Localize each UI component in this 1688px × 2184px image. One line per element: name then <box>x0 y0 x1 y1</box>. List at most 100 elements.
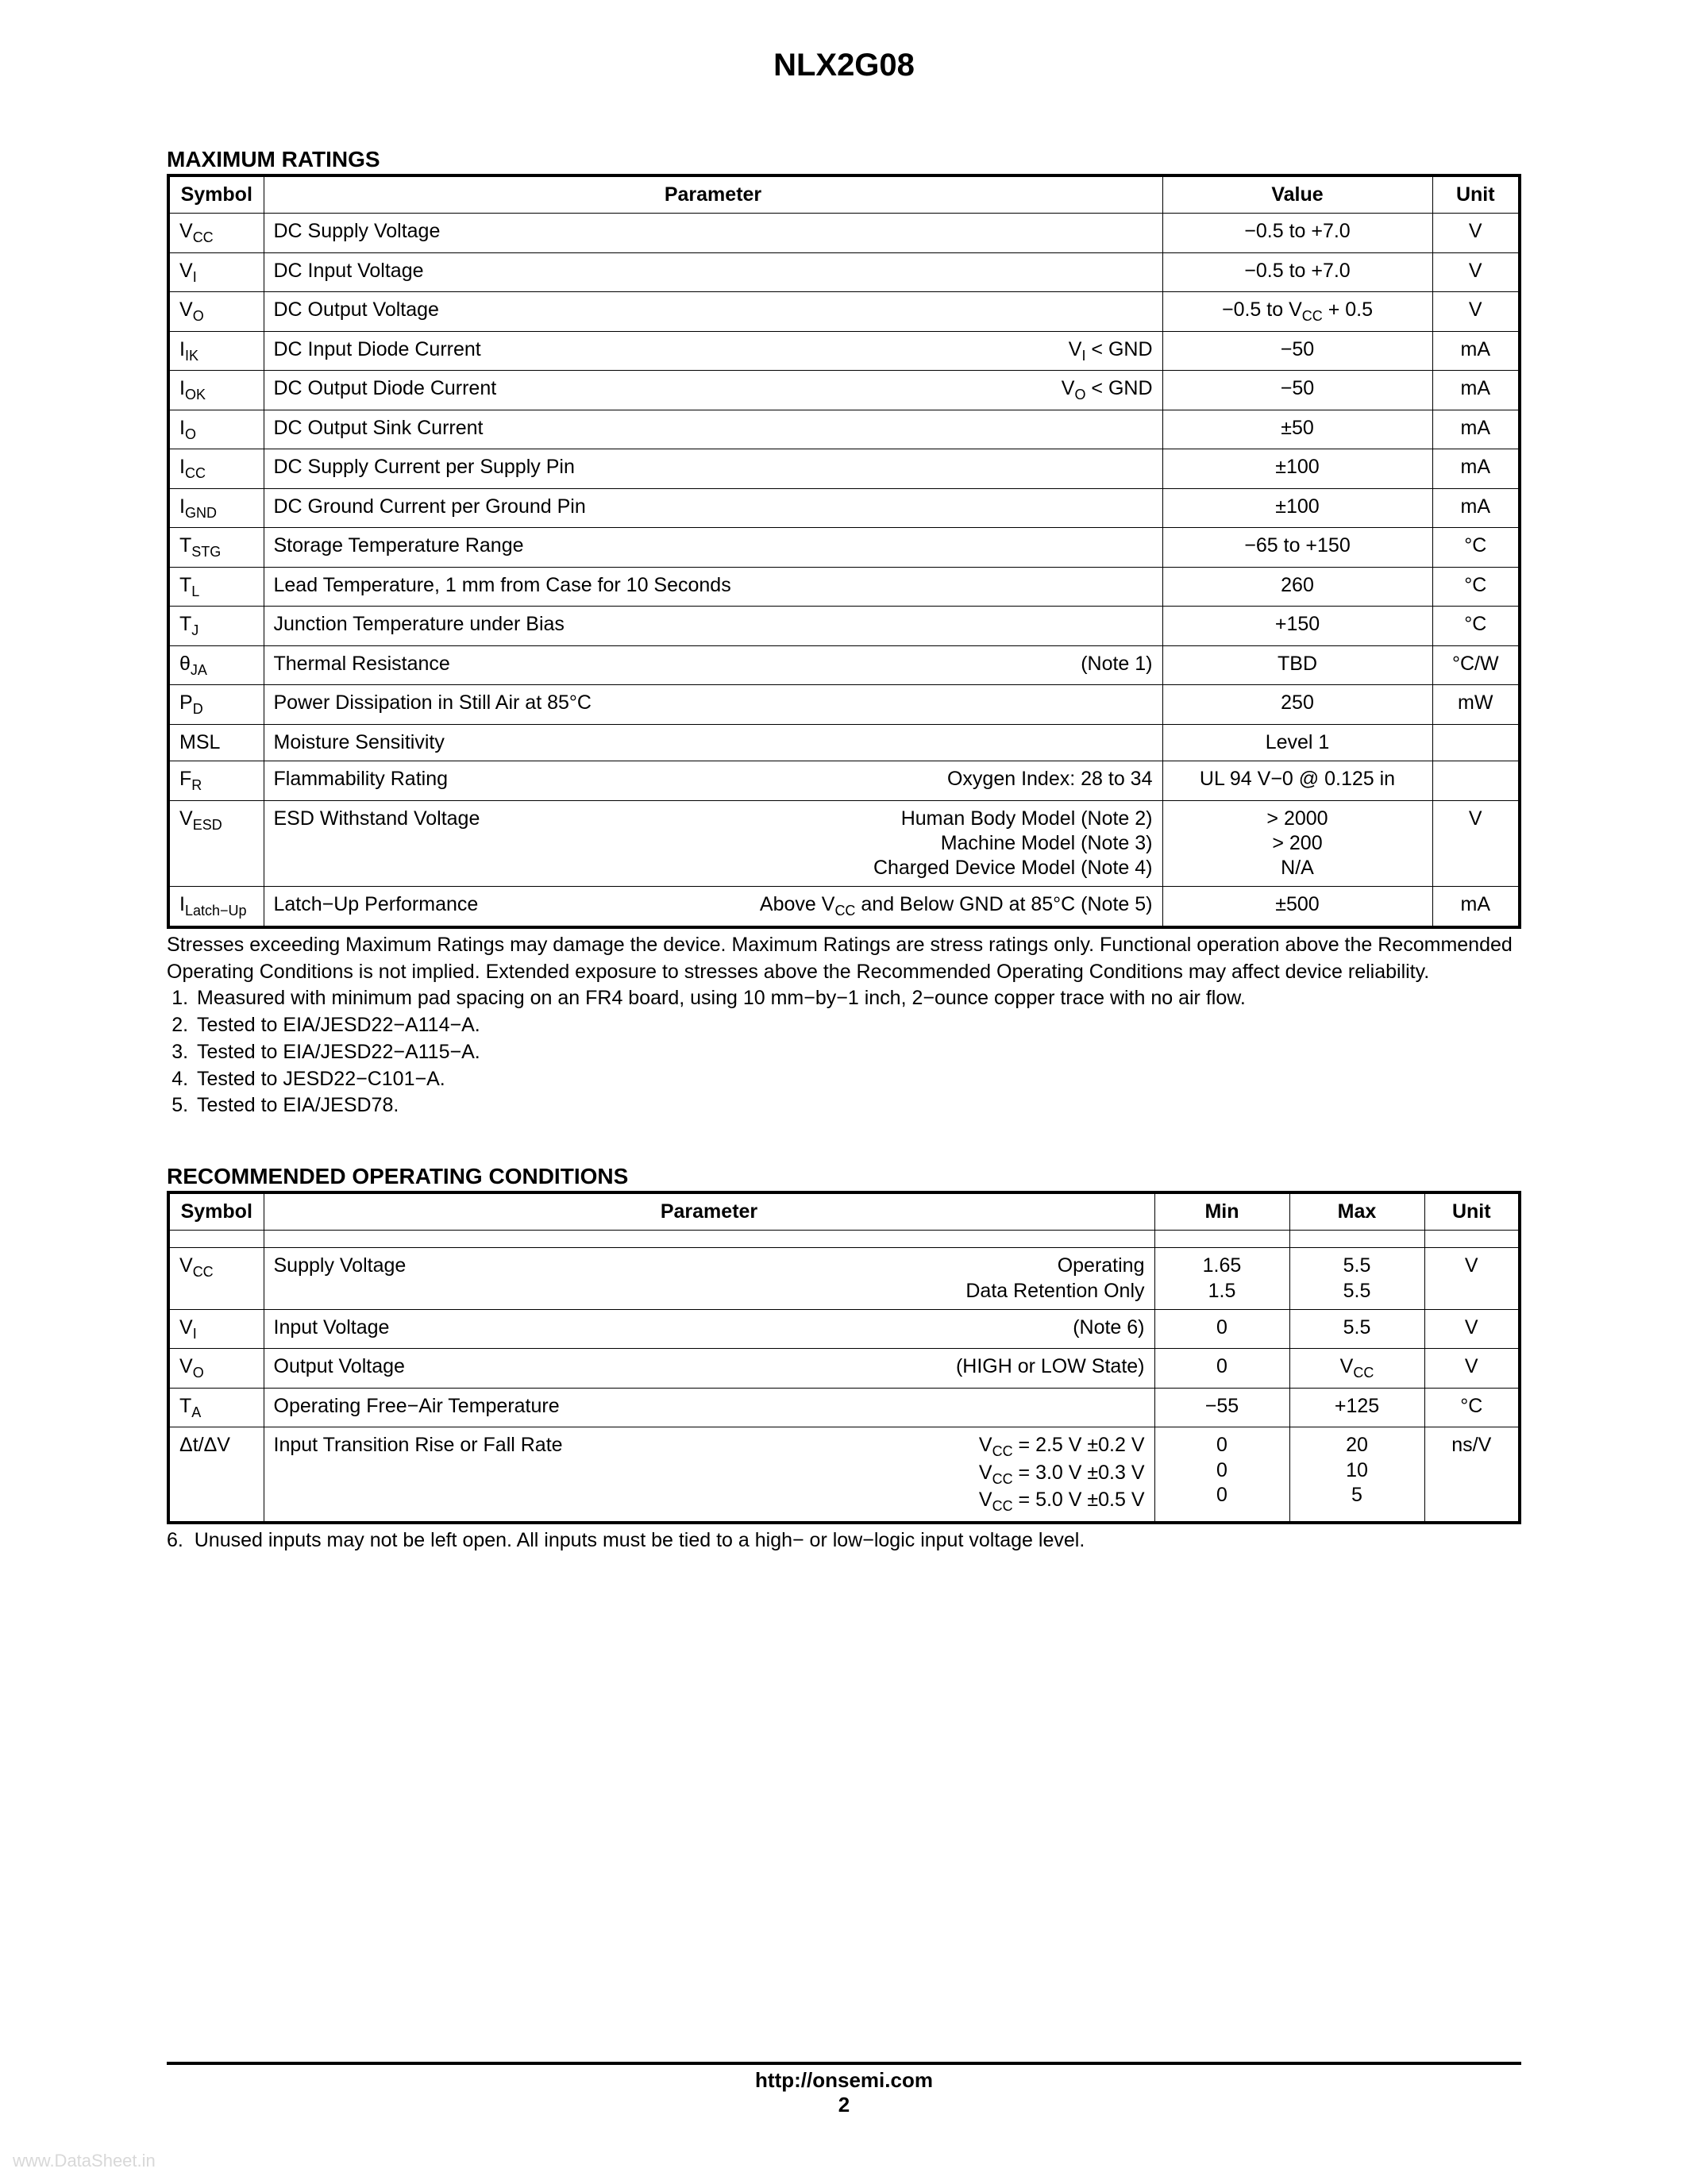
cell-value: +150 <box>1162 607 1432 646</box>
ratings-footnotes: Measured with minimum pad spacing on an … <box>167 985 1521 1119</box>
footer-page-number: 2 <box>167 2093 1521 2117</box>
cell-symbol: VO <box>168 292 264 332</box>
cell-value: TBD <box>1162 645 1432 685</box>
cell-unit: V <box>1432 292 1520 332</box>
cell-unit: mA <box>1432 488 1520 528</box>
cell-unit: V <box>1424 1349 1520 1389</box>
cell-symbol: TA <box>168 1388 264 1427</box>
footnote-item: Measured with minimum pad spacing on an … <box>194 985 1521 1012</box>
table-row: ILatch−UpLatch−Up PerformanceAbove VCC a… <box>168 887 1520 927</box>
cell-min: 1.651.5 <box>1154 1248 1289 1310</box>
cell-symbol: FR <box>168 761 264 801</box>
watermark: www.DataSheet.in <box>13 2151 156 2171</box>
cell-unit: V <box>1424 1309 1520 1349</box>
cell-symbol: VI <box>168 1309 264 1349</box>
cell-parameter: Storage Temperature Range <box>264 528 1162 568</box>
page-footer: http://onsemi.com 2 <box>167 2062 1521 2117</box>
table-row: VODC Output Voltage−0.5 to VCC + 0.5V <box>168 292 1520 332</box>
table-row: TSTGStorage Temperature Range−65 to +150… <box>168 528 1520 568</box>
cell-unit: V <box>1432 214 1520 253</box>
header-min: Min <box>1154 1192 1289 1231</box>
cell-parameter: DC Input Voltage <box>264 252 1162 292</box>
cell-unit <box>1432 761 1520 801</box>
header-symbol: Symbol <box>168 175 264 214</box>
cell-symbol: PD <box>168 685 264 725</box>
cell-unit: °C <box>1432 567 1520 607</box>
cell-parameter: DC Output Voltage <box>264 292 1162 332</box>
cell-parameter: Operating Free−Air Temperature <box>264 1388 1154 1427</box>
cell-unit: V <box>1432 800 1520 887</box>
table-row: MSLMoisture SensitivityLevel 1 <box>168 724 1520 761</box>
header-max: Max <box>1289 1192 1424 1231</box>
cell-value: −0.5 to +7.0 <box>1162 214 1432 253</box>
table-row: IIKDC Input Diode CurrentVI < GND−50mA <box>168 331 1520 371</box>
cell-value: ±50 <box>1162 410 1432 449</box>
table-row: TJJunction Temperature under Bias+150°C <box>168 607 1520 646</box>
table-row: FRFlammability RatingOxygen Index: 28 to… <box>168 761 1520 801</box>
table-row: IGNDDC Ground Current per Ground Pin±100… <box>168 488 1520 528</box>
cell-symbol: TJ <box>168 607 264 646</box>
recommended-title: RECOMMENDED OPERATING CONDITIONS <box>167 1164 1521 1189</box>
cell-symbol: VCC <box>168 214 264 253</box>
cell-value: −50 <box>1162 331 1432 371</box>
page-title: NLX2G08 <box>167 48 1521 83</box>
cell-symbol: VI <box>168 252 264 292</box>
ratings-stress-note: Stresses exceeding Maximum Ratings may d… <box>167 932 1521 986</box>
cell-symbol: IGND <box>168 488 264 528</box>
table-row: VCCSupply VoltageOperatingData Retention… <box>168 1248 1520 1310</box>
table-row: VOOutput Voltage(HIGH or LOW State)0VCCV <box>168 1349 1520 1389</box>
cell-unit: mA <box>1432 887 1520 927</box>
table-row: VIDC Input Voltage−0.5 to +7.0V <box>168 252 1520 292</box>
footnote-item: Tested to EIA/JESD22−A114−A. <box>194 1012 1521 1039</box>
cell-max: VCC <box>1289 1349 1424 1389</box>
recommended-table: Symbol Parameter Min Max Unit VCCSupply … <box>167 1191 1521 1524</box>
cell-parameter: Supply VoltageOperatingData Retention On… <box>264 1248 1154 1310</box>
cell-min: 000 <box>1154 1427 1289 1523</box>
footnote-6: 6. Unused inputs may not be left open. A… <box>167 1527 1521 1554</box>
ratings-notes: Stresses exceeding Maximum Ratings may d… <box>167 932 1521 1119</box>
cell-parameter: Lead Temperature, 1 mm from Case for 10 … <box>264 567 1162 607</box>
cell-parameter: Thermal Resistance(Note 1) <box>264 645 1162 685</box>
cell-unit: mA <box>1432 331 1520 371</box>
footnote-item: Tested to EIA/JESD22−A115−A. <box>194 1039 1521 1066</box>
cell-unit <box>1432 724 1520 761</box>
table-row: VIInput Voltage(Note 6)05.5V <box>168 1309 1520 1349</box>
table-row: IOKDC Output Diode CurrentVO < GND−50mA <box>168 371 1520 410</box>
cell-parameter: Input Transition Rise or Fall RateVCC = … <box>264 1427 1154 1523</box>
footnote-item: Tested to JESD22−C101−A. <box>194 1066 1521 1093</box>
table-row: TLLead Temperature, 1 mm from Case for 1… <box>168 567 1520 607</box>
cell-value: > 2000> 200N/A <box>1162 800 1432 887</box>
cell-value: 260 <box>1162 567 1432 607</box>
cell-parameter: ESD Withstand VoltageHuman Body Model (N… <box>264 800 1162 887</box>
cell-value: Level 1 <box>1162 724 1432 761</box>
header-unit: Unit <box>1424 1192 1520 1231</box>
cell-parameter: Power Dissipation in Still Air at 85°C <box>264 685 1162 725</box>
cell-value: UL 94 V−0 @ 0.125 in <box>1162 761 1432 801</box>
cell-symbol: IIK <box>168 331 264 371</box>
cell-value: ±100 <box>1162 488 1432 528</box>
cell-value: ±500 <box>1162 887 1432 927</box>
table-header-row: Symbol Parameter Min Max Unit <box>168 1192 1520 1231</box>
maximum-ratings-table: Symbol Parameter Value Unit VCCDC Supply… <box>167 174 1521 929</box>
cell-parameter: Input Voltage(Note 6) <box>264 1309 1154 1349</box>
cell-parameter: Flammability RatingOxygen Index: 28 to 3… <box>264 761 1162 801</box>
cell-min: 0 <box>1154 1309 1289 1349</box>
cell-unit: °C <box>1432 607 1520 646</box>
cell-unit: °C <box>1432 528 1520 568</box>
table-row: VCCDC Supply Voltage−0.5 to +7.0V <box>168 214 1520 253</box>
cell-value: −0.5 to VCC + 0.5 <box>1162 292 1432 332</box>
cell-symbol: MSL <box>168 724 264 761</box>
cell-parameter: Output Voltage(HIGH or LOW State) <box>264 1349 1154 1389</box>
cell-min: 0 <box>1154 1349 1289 1389</box>
table-row: VESDESD Withstand VoltageHuman Body Mode… <box>168 800 1520 887</box>
cell-value: −50 <box>1162 371 1432 410</box>
cell-symbol: ILatch−Up <box>168 887 264 927</box>
cell-value: ±100 <box>1162 449 1432 489</box>
table-row: θJAThermal Resistance(Note 1)TBD°C/W <box>168 645 1520 685</box>
cell-value: 250 <box>1162 685 1432 725</box>
cell-unit: ns/V <box>1424 1427 1520 1523</box>
cell-symbol: ICC <box>168 449 264 489</box>
maximum-ratings-title: MAXIMUM RATINGS <box>167 147 1521 172</box>
cell-parameter: Moisture Sensitivity <box>264 724 1162 761</box>
cell-symbol: TL <box>168 567 264 607</box>
